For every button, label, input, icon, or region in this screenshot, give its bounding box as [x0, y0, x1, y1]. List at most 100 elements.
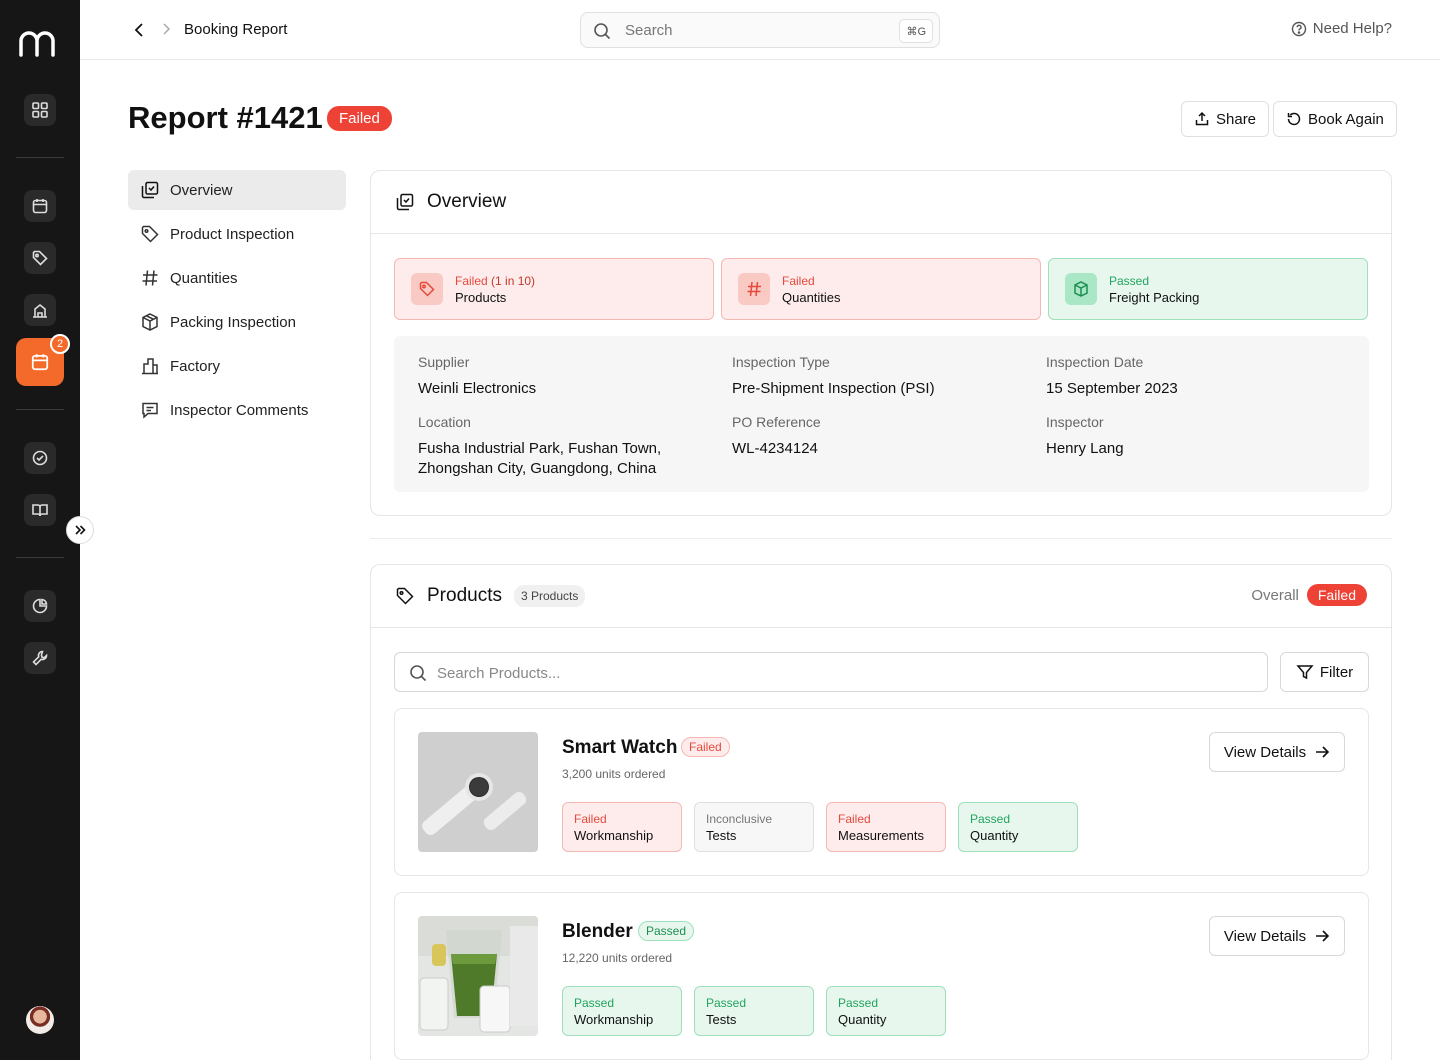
field-label: Location [418, 414, 471, 430]
building-icon [33, 303, 47, 318]
inspection-type-field: Inspection Type Pre-Shipment Inspection … [732, 354, 1032, 399]
result-chip-workmanship[interactable]: Passed Workmanship [562, 986, 682, 1036]
tools-nav-button[interactable] [24, 642, 56, 674]
chip-status: Passed [970, 812, 1011, 826]
book-again-button[interactable]: Book Again [1273, 101, 1397, 137]
product-row-smart-watch: Smart Watch Failed 3,200 units ordered V… [394, 708, 1369, 876]
section-nav-factory[interactable]: Factory [128, 346, 346, 386]
rail-divider [16, 157, 64, 158]
chip-label: Tests [706, 828, 737, 843]
stat-products[interactable]: Failed (1 in 10) Products [394, 258, 714, 320]
stat-freight-packing[interactable]: Passed Freight Packing [1048, 258, 1368, 320]
result-chip-workmanship[interactable]: Failed Workmanship [562, 802, 682, 852]
result-chip-tests[interactable]: Inconclusive Tests [694, 802, 814, 852]
section-nav-overview[interactable]: Overview [128, 170, 346, 210]
result-chip-tests[interactable]: Passed Tests [694, 986, 814, 1036]
location-line: Zhongshan City, Guangdong, China [418, 460, 657, 477]
need-help-link[interactable]: Need Help? [1291, 20, 1392, 37]
chip-status: Passed [838, 996, 879, 1010]
share-label: Share [1216, 110, 1257, 128]
units-ordered: 3,200 units ordered [562, 767, 666, 781]
stat-label: Products [455, 289, 507, 305]
expand-sidebar-button[interactable] [66, 516, 94, 544]
box-icon [142, 313, 158, 331]
need-help-label: Need Help? [1312, 20, 1392, 37]
book-icon [32, 504, 48, 517]
brand-logo[interactable] [18, 28, 62, 58]
location-line: Fusha Industrial Park, Fushan Town, [418, 440, 662, 457]
field-label: Inspection Type [732, 354, 830, 370]
overview-card-title: Overview [427, 191, 507, 212]
section-nav-label: Overview [170, 181, 233, 199]
pie-chart-icon [32, 598, 48, 614]
field-label: PO Reference [732, 414, 821, 430]
section-nav: Overview Product Inspection Quantities P… [128, 170, 346, 434]
tag-icon [32, 250, 48, 266]
result-chip-quantity[interactable]: Passed Quantity [826, 986, 946, 1036]
field-value: Fusha Industrial Park, Fushan Town, Zhon… [418, 439, 718, 479]
analytics-nav-button[interactable] [24, 590, 56, 622]
back-arrow-icon[interactable] [130, 20, 150, 40]
inspector-field: Inspector Henry Lang [1046, 414, 1346, 459]
global-search-input[interactable]: Search ⌘G [580, 12, 940, 48]
chip-label: Measurements [838, 828, 924, 843]
products-card-title: Products [427, 585, 502, 606]
units-ordered: 12,220 units ordered [562, 951, 673, 965]
comment-icon [142, 402, 158, 419]
report-status-badge: Failed [327, 106, 392, 131]
view-details-label: View Details [1223, 743, 1307, 761]
stat-icon-box [738, 273, 770, 305]
left-rail: 2 [0, 0, 94, 1060]
chip-status: Inconclusive [706, 812, 773, 826]
overall-status-badge: Failed [1306, 584, 1367, 606]
product-row-blender: Blender Passed 12,220 units ordered View… [394, 892, 1369, 1060]
field-value: Weinli Electronics [418, 380, 537, 397]
share-icon [1195, 111, 1209, 126]
bookings-nav-button[interactable] [24, 190, 56, 222]
section-nav-product-inspection[interactable]: Product Inspection [128, 214, 346, 254]
user-avatar[interactable] [26, 1006, 54, 1034]
overview-icon [141, 181, 159, 199]
section-nav-packing-inspection[interactable]: Packing Inspection [128, 302, 346, 342]
book-again-label: Book Again [1308, 110, 1384, 128]
section-nav-label: Quantities [170, 269, 238, 287]
section-nav-quantities[interactable]: Quantities [128, 258, 346, 298]
library-nav-button[interactable] [24, 494, 56, 526]
factories-nav-button[interactable] [24, 294, 56, 326]
field-value: Henry Lang [1046, 440, 1124, 457]
overview-icon [396, 193, 414, 211]
result-chip-measurements[interactable]: Failed Measurements [826, 802, 946, 852]
help-circle-icon [1291, 21, 1306, 36]
filter-icon [1296, 665, 1314, 680]
stat-icon-box [411, 273, 443, 305]
field-label: Supplier [418, 354, 470, 370]
section-nav-inspector-comments[interactable]: Inspector Comments [128, 390, 346, 430]
filter-button[interactable]: Filter [1280, 652, 1369, 692]
share-button[interactable]: Share [1181, 101, 1270, 137]
breadcrumb[interactable]: Booking Report [184, 21, 288, 38]
chip-status: Failed [574, 812, 607, 826]
stat-status: Failed [782, 273, 815, 288]
hash-icon [747, 281, 761, 297]
factory-icon [142, 358, 158, 375]
field-value: 15 September 2023 [1046, 380, 1178, 397]
view-details-button[interactable]: View Details [1209, 732, 1345, 772]
tag-icon [141, 225, 159, 243]
chevron-right-icon [163, 23, 171, 35]
field-value: WL-4234124 [732, 440, 818, 457]
calendar-icon [32, 199, 48, 214]
po-reference-field: PO Reference WL-4234124 [732, 414, 1032, 459]
products-nav-button[interactable] [24, 242, 56, 274]
product-image-blender [418, 916, 538, 1036]
result-chip-quantity[interactable]: Passed Quantity [958, 802, 1078, 852]
product-name: Smart Watch [562, 737, 678, 758]
view-details-button[interactable]: View Details [1209, 916, 1345, 956]
stat-label: Freight Packing [1109, 289, 1200, 305]
tasks-nav-button[interactable] [24, 442, 56, 474]
product-search-input[interactable]: Search Products... [394, 652, 1268, 692]
product-name: Blender [562, 921, 633, 942]
inspection-date-field: Inspection Date 15 September 2023 [1046, 354, 1346, 399]
tag-icon [419, 281, 435, 297]
stat-quantities[interactable]: Failed Quantities [721, 258, 1041, 320]
dashboard-nav-button[interactable] [24, 94, 56, 126]
